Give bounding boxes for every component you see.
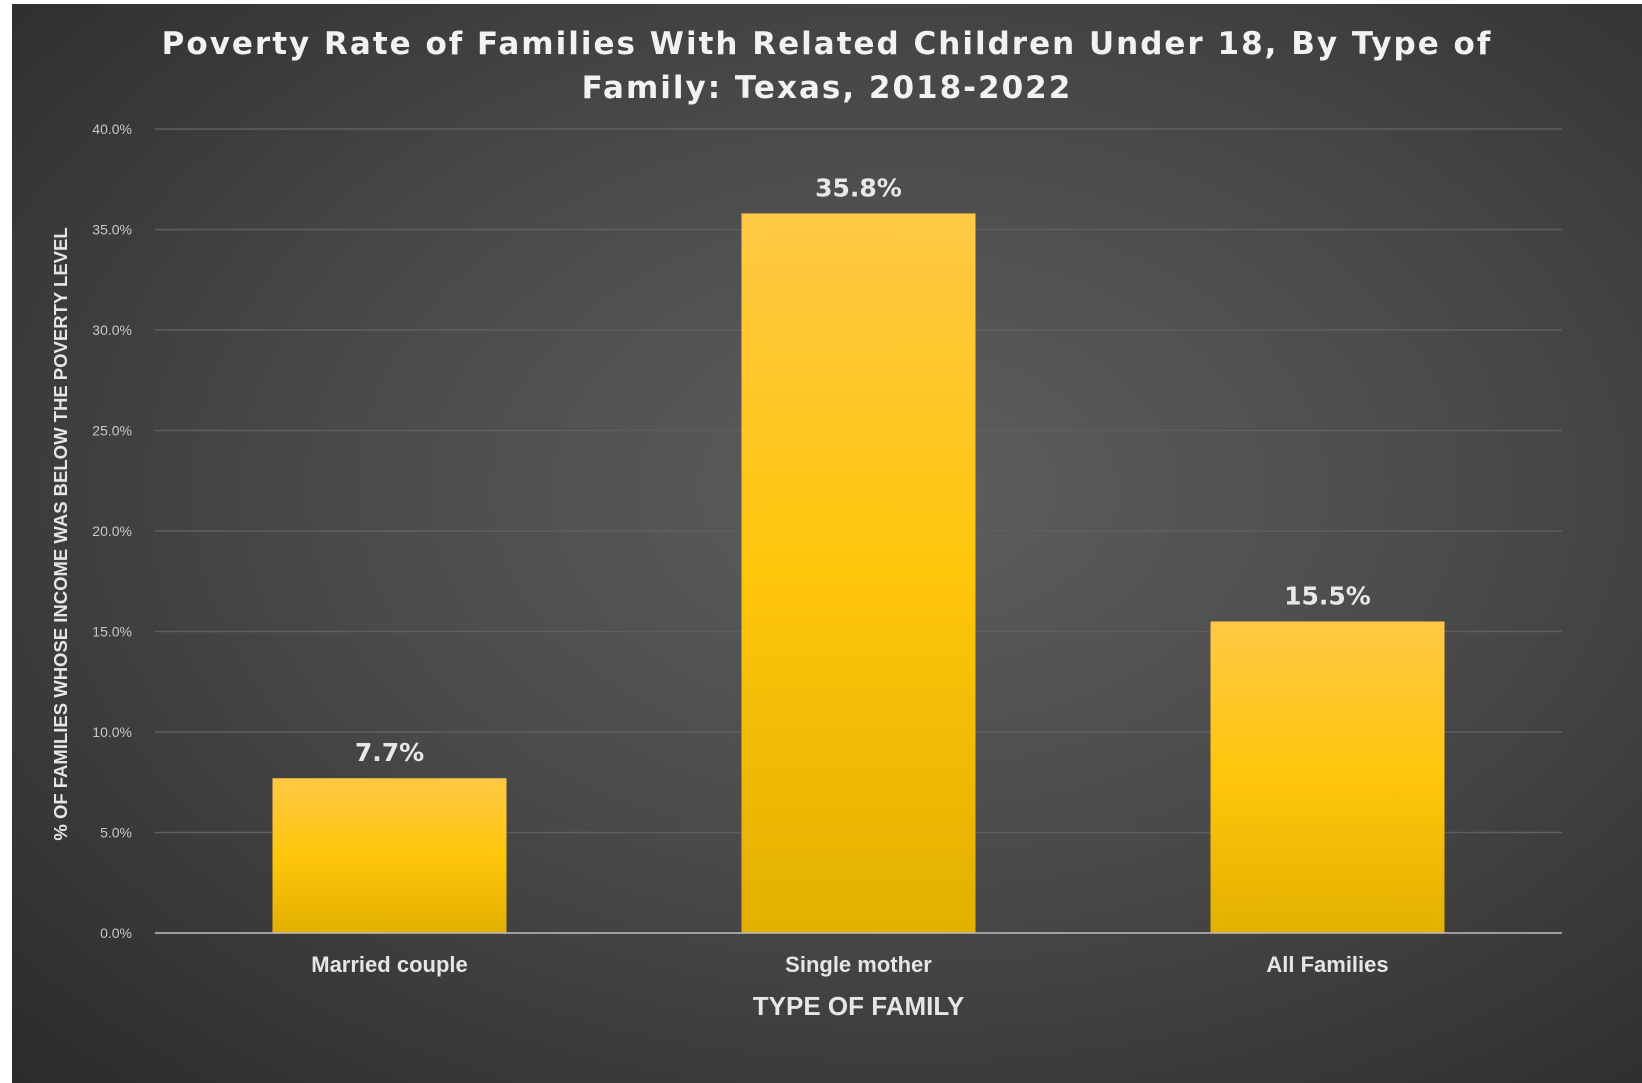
y-tick-label: 30.0% [92, 322, 132, 338]
x-axis-category-labels: Married couple Single mother All Families [311, 952, 1388, 977]
bar-chart: 0.0% 5.0% 10.0% 15.0% 20.0% 25.0% 30.0% 35.0% 40… [50, 121, 1562, 1021]
category-label: All Families [1266, 952, 1388, 977]
bar-married-couple [272, 778, 507, 933]
bar-all-families [1210, 621, 1445, 933]
data-labels: 7.7% 35.8% 15.5% [355, 173, 1371, 767]
chart-title: Poverty Rate of Families With Related Ch… [12, 22, 1642, 110]
y-axis-tick-labels: 0.0% 5.0% 10.0% 15.0% 20.0% 25.0% 30.0% 35.0% 40… [92, 121, 132, 941]
y-tick-label: 20.0% [92, 523, 132, 539]
x-axis-title: TYPE OF FAMILY [753, 991, 964, 1021]
y-axis-title: % OF FAMILIES WHOSE INCOME WAS BELOW THE… [50, 227, 71, 840]
category-label: Married couple [311, 952, 467, 977]
y-tick-label: 5.0% [100, 825, 132, 841]
bars [272, 213, 1445, 934]
category-label: Single mother [785, 952, 932, 977]
y-tick-label: 10.0% [92, 724, 132, 740]
bar-single-mother [741, 213, 976, 934]
y-tick-label: 15.0% [92, 624, 132, 640]
y-tick-label: 40.0% [92, 121, 132, 137]
chart-title-line-1: Poverty Rate of Families With Related Ch… [161, 26, 1493, 62]
y-tick-label: 0.0% [100, 925, 132, 941]
y-tick-label: 25.0% [92, 423, 132, 439]
chart-title-line-2: Family: Texas, 2018-2022 [581, 70, 1073, 106]
data-label: 15.5% [1284, 581, 1371, 610]
data-label: 7.7% [355, 738, 424, 767]
chart-container: Poverty Rate of Families With Related Ch… [12, 4, 1642, 1083]
y-tick-label: 35.0% [92, 222, 132, 238]
data-label: 35.8% [815, 173, 902, 202]
